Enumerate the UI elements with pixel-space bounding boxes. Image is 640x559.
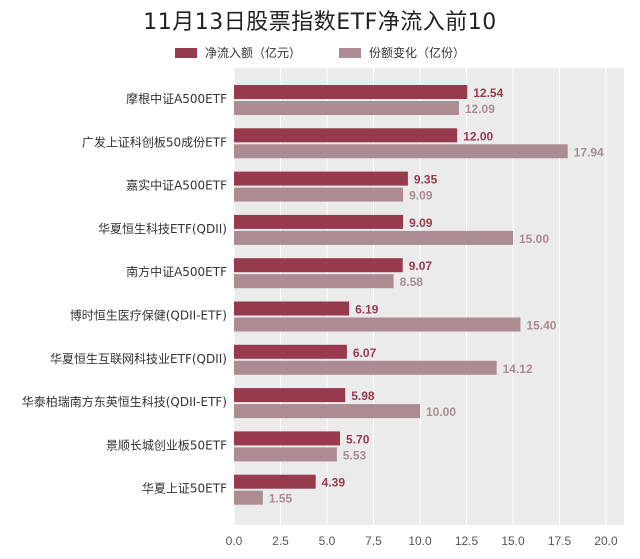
data-label-share-change: 1.55 xyxy=(269,492,293,506)
data-label-share-change: 5.53 xyxy=(343,448,367,462)
data-label-net-inflow: 9.07 xyxy=(409,259,433,273)
data-label-net-inflow: 9.35 xyxy=(414,173,438,187)
data-label-share-change: 14.12 xyxy=(503,362,533,376)
x-tick-label: 10.0 xyxy=(408,534,432,548)
bar-share-change xyxy=(234,360,497,375)
legend-swatch-inflow xyxy=(174,47,197,58)
category-label: 摩根中证A500ETF xyxy=(126,91,227,106)
legend-label-shares: 份额变化（亿份） xyxy=(369,46,466,60)
data-label-share-change: 15.00 xyxy=(519,232,549,246)
bar-share-change xyxy=(234,230,513,245)
category-label: 华夏上证50ETF xyxy=(142,482,227,496)
x-tick-label: 7.5 xyxy=(365,534,382,548)
bar-net-inflow xyxy=(234,171,408,186)
bar-net-inflow xyxy=(234,388,346,403)
data-label-net-inflow: 12.00 xyxy=(463,129,493,143)
bar-share-change xyxy=(234,187,404,202)
bar-net-inflow xyxy=(234,431,341,446)
data-label-net-inflow: 5.98 xyxy=(351,389,375,403)
category-label: 华夏恒生科技ETF(QDII) xyxy=(98,222,227,236)
category-label: 嘉实中证A500ETF xyxy=(126,178,227,193)
data-label-net-inflow: 9.09 xyxy=(409,216,433,230)
x-axis-ticks: 0.0 2.5 5.0 7.5 10.0 12.5 15.0 17.5 20.0 xyxy=(226,534,618,548)
data-label-share-change: 15.40 xyxy=(526,319,556,333)
legend: 净流入额（亿元） 份额变化（亿份） xyxy=(0,44,640,61)
bar-net-inflow xyxy=(234,128,458,143)
bar-share-change xyxy=(234,317,521,332)
bar-net-inflow xyxy=(234,344,347,359)
bar-share-change xyxy=(234,404,420,419)
category-label: 南方中证A500ETF xyxy=(126,264,227,279)
x-tick-label: 12.5 xyxy=(455,534,479,548)
data-label-net-inflow: 4.39 xyxy=(322,476,346,490)
legend-item-shares: 份额变化（亿份） xyxy=(339,44,465,61)
value-labels: 12.54 12.09 12.00 17.94 9.35 9.09 9.09 15.00 9.0… xyxy=(269,86,604,506)
category-label: 博时恒生医疗保健(QDII-ETF) xyxy=(70,308,227,323)
legend-label-inflow: 净流入额（亿元） xyxy=(204,46,301,60)
chart-title: 11月13日股票指数ETF净流入前10 xyxy=(143,10,497,35)
x-tick-label: 2.5 xyxy=(272,534,289,548)
bars xyxy=(234,85,568,505)
data-label-net-inflow: 5.70 xyxy=(346,432,370,446)
category-label: 华夏恒生互联网科技业ETF(QDII) xyxy=(50,352,227,366)
data-label-net-inflow: 12.54 xyxy=(473,86,503,100)
category-labels: 摩根中证A500ETF 广发上证科创板50成份ETF 嘉实中证A500ETF 华夏恒生… xyxy=(22,91,227,496)
data-label-net-inflow: 6.19 xyxy=(355,303,379,317)
legend-swatch-shares xyxy=(339,47,361,58)
data-label-share-change: 9.09 xyxy=(409,189,433,203)
bar-net-inflow xyxy=(234,474,316,489)
bar-share-change xyxy=(234,101,459,115)
bar-net-inflow xyxy=(234,85,468,99)
data-label-share-change: 12.09 xyxy=(465,102,495,116)
x-tick-label: 5.0 xyxy=(319,534,336,548)
x-tick-label: 17.5 xyxy=(548,534,572,548)
category-label: 广发上证科创板50成份ETF xyxy=(82,134,227,149)
category-label: 景顺长城创业板50ETF xyxy=(106,438,227,452)
legend-item-inflow: 净流入额（亿元） xyxy=(174,44,301,61)
category-label: 华泰柏瑞南方东英恒生科技(QDII-ETF) xyxy=(22,394,227,409)
x-tick-label: 0.0 xyxy=(226,534,243,548)
data-label-share-change: 17.94 xyxy=(574,145,604,159)
bar-share-change xyxy=(234,490,263,505)
bar-net-inflow xyxy=(234,301,350,316)
x-tick-label: 15.0 xyxy=(501,534,525,548)
data-label-share-change: 10.00 xyxy=(426,405,456,419)
bar-net-inflow xyxy=(234,258,403,273)
bar-share-change xyxy=(234,274,394,289)
data-label-share-change: 8.58 xyxy=(400,275,424,289)
bar-net-inflow xyxy=(234,214,404,229)
bar-share-change xyxy=(234,447,337,462)
data-label-net-inflow: 6.07 xyxy=(353,346,377,360)
bar-share-change xyxy=(234,144,568,159)
x-tick-label: 20.0 xyxy=(594,534,618,548)
